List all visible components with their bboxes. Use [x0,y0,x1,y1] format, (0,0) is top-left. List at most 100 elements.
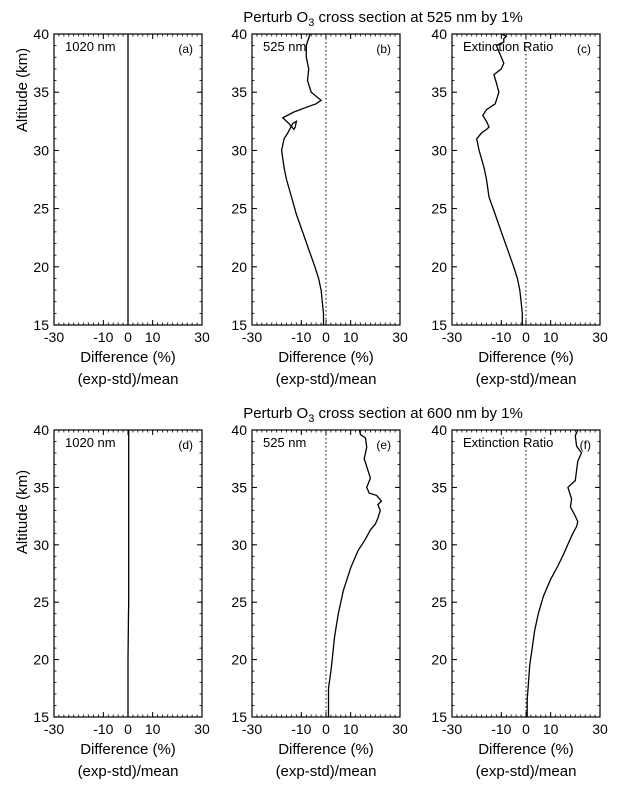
y-tick-label: 40 [431,26,447,42]
profile-line [476,33,523,325]
section-title-bottom: Perturb O3 cross section at 600 nm by 1% [243,405,523,425]
panel-b: -30 -10 0 10 30 15 20 25 30 35 40 525 nm (b) Differen… [231,26,408,388]
panel-wavelength-label: Extinction Ratio [463,39,553,54]
x-tick-label: -30 [44,721,64,737]
y-tick-label: 30 [431,537,447,553]
panel-letter: (f) [580,438,591,452]
x-axis-sublabel: (exp-std)/mean [476,763,577,780]
y-tick-label: 20 [231,259,247,275]
y-tick-label: 35 [231,84,247,100]
x-axis-label: Difference (%) [478,741,574,758]
y-tick-label: 30 [33,537,49,553]
panel-e: -30 -10 0 10 30 15 20 25 30 35 40 525 nm (e) Differen… [231,422,408,780]
profile-line [526,429,583,717]
panel-letter: (b) [376,42,391,56]
x-tick-label: 30 [392,721,408,737]
y-tick-label: 25 [231,201,247,217]
y-tick-label: 30 [33,142,49,158]
x-axis-label: Difference (%) [278,349,374,366]
panel-letter: (a) [178,42,193,56]
x-tick-label: -30 [44,329,64,345]
profile-line [327,429,383,717]
x-tick-label: -30 [442,721,462,737]
panel-wavelength-label: Extinction Ratio [463,435,553,450]
y-tick-label: 30 [231,537,247,553]
x-tick-label: 10 [343,721,359,737]
panel-f: -30 -10 0 10 30 15 20 25 30 35 40 Extinction Ratio (… [431,422,608,780]
x-axis-sublabel: (exp-std)/mean [476,371,577,388]
panel-wavelength-label: 525 nm [263,435,306,450]
x-tick-label: 0 [124,721,132,737]
x-tick-label: 0 [522,721,530,737]
x-axis-sublabel: (exp-std)/mean [78,371,179,388]
section-title-top: Perturb O3 cross section at 525 nm by 1% [243,9,523,29]
y-tick-label: 25 [431,201,447,217]
y-tick-label: 20 [231,652,247,668]
x-tick-label: -30 [242,721,262,737]
x-axis-sublabel: (exp-std)/mean [276,371,377,388]
x-tick-label: 30 [392,329,408,345]
y-tick-label: 15 [431,317,447,333]
y-axis-label-bottom: Altitude (km) [14,470,31,554]
y-tick-label: 15 [33,317,49,333]
x-tick-label: -30 [442,329,462,345]
x-tick-label: 0 [522,329,530,345]
y-tick-label: 40 [33,26,49,42]
x-tick-label: 30 [194,329,210,345]
x-tick-label: 10 [543,721,559,737]
panel-c: -30 -10 0 10 30 15 20 25 30 35 40 Extinction Ratio (… [431,26,608,388]
y-tick-label: 25 [231,594,247,610]
y-tick-label: 15 [231,317,247,333]
y-tick-label: 20 [431,259,447,275]
y-tick-label: 35 [231,479,247,495]
y-tick-label: 25 [33,201,49,217]
y-tick-label: 25 [431,594,447,610]
panel-letter: (c) [577,42,591,56]
x-tick-label: 0 [322,329,330,345]
x-tick-label: 10 [145,721,161,737]
panel-wavelength-label: 525 nm [263,39,306,54]
x-tick-label: 30 [592,329,608,345]
x-tick-label: 10 [343,329,359,345]
x-tick-label: 10 [543,329,559,345]
y-tick-label: 20 [33,259,49,275]
y-tick-label: 20 [431,652,447,668]
x-axis-sublabel: (exp-std)/mean [78,763,179,780]
panel-wavelength-label: 1020 nm [65,435,116,450]
x-tick-label: 10 [145,329,161,345]
panel-letter: (e) [376,438,391,452]
plot-frame [451,429,601,718]
x-tick-label: -10 [93,721,113,737]
x-tick-label: 0 [124,329,132,345]
y-tick-label: 25 [33,594,49,610]
profile-line [280,33,325,325]
x-tick-label: 30 [194,721,210,737]
plot-frame [251,429,401,718]
profile-line [127,430,130,717]
x-tick-label: -30 [242,329,262,345]
panel-d: -30 -10 0 10 30 15 20 25 30 35 40 1020 nm (d) Differe… [33,422,210,780]
x-tick-label: -10 [291,329,311,345]
x-tick-label: 30 [592,721,608,737]
x-axis-label: Difference (%) [80,349,176,366]
y-tick-label: 35 [431,84,447,100]
x-tick-label: 0 [322,721,330,737]
y-tick-label: 15 [33,709,49,725]
x-tick-label: -10 [491,329,511,345]
x-axis-label: Difference (%) [80,741,176,758]
y-tick-label: 35 [431,479,447,495]
y-tick-label: 30 [431,142,447,158]
y-tick-label: 35 [33,84,49,100]
y-tick-label: 40 [431,422,447,438]
x-tick-label: -10 [291,721,311,737]
x-axis-label: Difference (%) [478,349,574,366]
x-tick-label: -10 [93,329,113,345]
y-tick-label: 40 [231,26,247,42]
panel-wavelength-label: 1020 nm [65,39,116,54]
y-tick-label: 30 [231,142,247,158]
y-tick-label: 15 [431,709,447,725]
y-tick-label: 20 [33,652,49,668]
x-axis-sublabel: (exp-std)/mean [276,763,377,780]
panel-a: -30 -10 0 10 30 15 20 25 30 35 40 1020 nm (a) Differe… [33,26,210,388]
